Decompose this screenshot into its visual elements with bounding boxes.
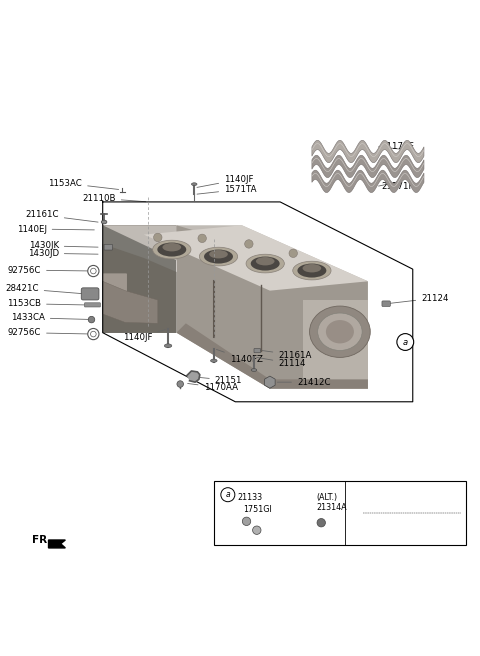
Polygon shape [312, 170, 424, 193]
Circle shape [221, 487, 235, 502]
Ellipse shape [199, 247, 238, 266]
FancyBboxPatch shape [103, 274, 127, 313]
Polygon shape [144, 225, 368, 291]
Text: 1430JD: 1430JD [28, 249, 98, 258]
Text: 1571TA: 1571TA [197, 185, 257, 194]
Text: 1140FZ: 1140FZ [216, 350, 263, 364]
Ellipse shape [101, 220, 107, 224]
Ellipse shape [246, 255, 284, 273]
Text: 1153CB: 1153CB [7, 299, 92, 308]
Ellipse shape [153, 240, 191, 259]
FancyBboxPatch shape [84, 303, 100, 307]
Text: 1430JK: 1430JK [29, 241, 98, 251]
Polygon shape [264, 376, 275, 388]
Ellipse shape [162, 243, 181, 251]
Circle shape [289, 249, 298, 258]
Text: (ALT.): (ALT.) [317, 493, 338, 502]
Circle shape [397, 334, 414, 350]
Circle shape [88, 316, 95, 323]
Circle shape [198, 234, 206, 243]
Circle shape [252, 526, 261, 535]
Ellipse shape [318, 313, 362, 350]
Polygon shape [177, 225, 368, 389]
Ellipse shape [310, 306, 370, 358]
Text: 21161A: 21161A [261, 350, 312, 359]
Polygon shape [312, 140, 424, 163]
Ellipse shape [164, 344, 172, 348]
Circle shape [88, 329, 99, 340]
Text: 21133: 21133 [237, 493, 262, 502]
Polygon shape [302, 300, 368, 389]
Text: 1751GI: 1751GI [243, 504, 272, 514]
Ellipse shape [256, 257, 275, 266]
Text: 21124: 21124 [389, 294, 449, 303]
Text: 21171F: 21171F [381, 182, 413, 190]
Text: 21110B: 21110B [82, 194, 146, 203]
Text: 1140EJ: 1140EJ [17, 224, 94, 234]
FancyBboxPatch shape [382, 301, 390, 306]
Circle shape [154, 233, 162, 241]
Text: a: a [403, 337, 408, 346]
Polygon shape [103, 281, 158, 323]
Polygon shape [103, 225, 177, 333]
FancyBboxPatch shape [254, 348, 261, 353]
Text: FR.: FR. [32, 535, 51, 544]
Polygon shape [48, 540, 65, 548]
FancyBboxPatch shape [104, 245, 112, 250]
Circle shape [317, 518, 325, 527]
Text: 28421C: 28421C [5, 284, 89, 294]
Text: 92756C: 92756C [8, 328, 92, 337]
Circle shape [91, 268, 96, 274]
Bar [214, 481, 466, 545]
Ellipse shape [302, 264, 321, 272]
Polygon shape [103, 244, 177, 333]
Text: 21114: 21114 [257, 358, 306, 368]
FancyBboxPatch shape [81, 288, 99, 300]
Circle shape [242, 517, 251, 525]
Circle shape [91, 331, 96, 337]
Ellipse shape [204, 249, 233, 264]
Polygon shape [177, 323, 368, 389]
Polygon shape [312, 155, 424, 178]
Ellipse shape [293, 261, 331, 280]
Ellipse shape [211, 359, 217, 362]
Ellipse shape [326, 320, 354, 343]
Text: 21412C: 21412C [277, 378, 330, 386]
Circle shape [88, 266, 99, 277]
Ellipse shape [192, 183, 197, 186]
Text: 1153AC: 1153AC [48, 178, 119, 190]
Text: a: a [226, 490, 230, 499]
Text: 1140JF: 1140JF [123, 330, 166, 342]
Circle shape [177, 380, 183, 387]
Ellipse shape [209, 250, 228, 258]
Text: 21161C: 21161C [25, 211, 98, 222]
Text: 21314A: 21314A [317, 503, 347, 512]
Ellipse shape [251, 369, 257, 371]
Text: 1170AA: 1170AA [188, 383, 238, 392]
Polygon shape [187, 371, 200, 382]
Circle shape [245, 239, 253, 248]
Text: 1140JF: 1140JF [197, 175, 253, 188]
Text: 1433CA: 1433CA [11, 313, 92, 322]
Polygon shape [103, 225, 368, 281]
Text: 92756C: 92756C [8, 266, 94, 275]
Ellipse shape [298, 264, 326, 277]
Text: 21171E: 21171E [381, 142, 414, 152]
Ellipse shape [251, 256, 280, 270]
Ellipse shape [157, 243, 186, 256]
Text: 21151: 21151 [198, 376, 242, 385]
